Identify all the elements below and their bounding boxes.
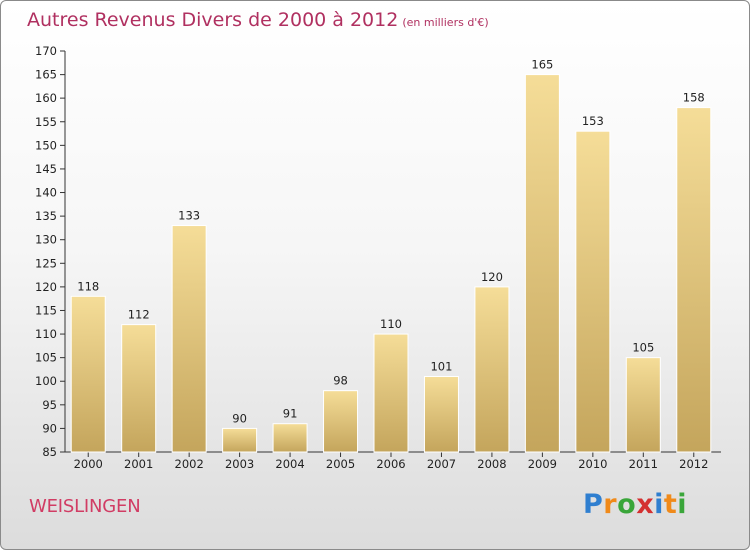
x-tick-label: 2007 [427,457,456,471]
x-tick-label: 2001 [124,457,153,471]
y-tick-label: 150 [35,138,57,152]
x-tick-label: 2002 [175,457,204,471]
bar [474,286,510,453]
bar-value-label: 153 [582,114,604,128]
y-tick-label: 155 [35,115,57,129]
x-tick-label: 2005 [326,457,355,471]
bar [676,107,712,453]
x-tick-label: 2004 [275,457,304,471]
bar-value-label: 98 [333,374,348,388]
x-tick-label: 2012 [679,457,708,471]
y-tick-label: 95 [42,398,57,412]
chart-subtitle: (en milliers d'€) [402,16,489,29]
bar-value-label: 165 [531,58,553,72]
bar-value-label: 101 [430,360,452,374]
x-tick-label: 2003 [225,457,254,471]
y-tick-label: 90 [42,421,57,435]
bar-value-label: 158 [683,91,705,105]
y-tick-label: 160 [35,91,57,105]
bar [171,225,207,453]
bar [524,74,560,453]
logo-letter: r [603,489,618,520]
bar-value-label: 90 [232,411,247,425]
logo-letter: t [663,489,678,520]
chart-title: Autres Revenus Divers de 2000 à 2012 (en … [27,9,489,31]
logo-letter: i [677,489,688,520]
y-tick-label: 170 [35,44,57,58]
y-tick-label: 100 [35,374,57,388]
bar-value-label: 112 [128,308,150,322]
proxiti-logo: Proxiti [583,489,687,520]
logo-letter: i [654,489,664,520]
logo-letter: P [583,489,604,520]
x-tick-label: 2009 [528,457,557,471]
bar [575,130,611,453]
x-tick-label: 2011 [629,457,658,471]
axes-group: 85 90 95 100 105 110 115 120 125 130 135 140 145 150 1… [35,44,721,471]
y-tick-label: 140 [35,186,57,200]
x-tick-label: 2000 [74,457,103,471]
bar [70,295,106,453]
x-tick-label: 2010 [578,457,607,471]
logo-letter: o [617,489,637,520]
bar [423,376,459,453]
bar [272,423,308,453]
y-tick-label: 125 [35,256,57,270]
bar-value-label: 91 [283,407,298,421]
y-tick-label: 135 [35,209,57,223]
y-tick-label: 120 [35,280,57,294]
y-tick-label: 165 [35,68,57,82]
bar [625,357,661,453]
bar-value-label: 120 [481,270,503,284]
x-tick-label: 2008 [477,457,506,471]
bar [373,333,409,453]
bar [121,324,157,453]
title-text: Autres Revenus Divers de 2000 à 2012 [27,9,399,31]
bar [222,427,258,453]
y-tick-label: 115 [35,303,57,317]
y-tick-label: 85 [42,445,57,459]
bar-value-label: 110 [380,317,402,331]
y-tick-label: 145 [35,162,57,176]
bar-value-label: 133 [178,209,200,223]
bars-group: 118 112 133 90 91 98 110 101 120 165 153 105 158 [70,58,712,453]
bar-value-label: 118 [77,279,99,293]
x-tick-label: 2006 [376,457,405,471]
y-tick-label: 105 [35,351,57,365]
bar [323,390,359,453]
location-label: WEISLINGEN [29,496,141,517]
logo-letter: x [636,489,655,520]
y-tick-label: 130 [35,233,57,247]
y-tick-label: 110 [35,327,57,341]
bar-value-label: 105 [632,341,654,355]
